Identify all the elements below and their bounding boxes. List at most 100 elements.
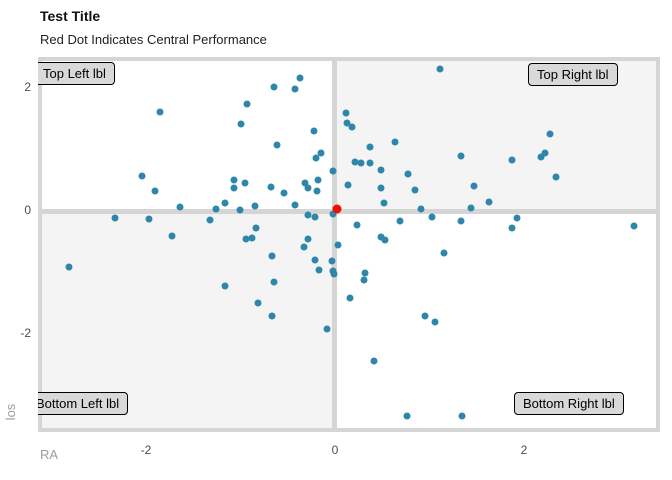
- quadrant-label-top-left: Top Left lbl: [38, 62, 115, 85]
- scatter-point: [344, 181, 352, 189]
- scatter-point: [546, 130, 554, 138]
- scatter-point: [176, 203, 184, 211]
- scatter-point: [508, 156, 516, 164]
- scatter-point: [346, 294, 354, 302]
- scatter-point: [230, 176, 238, 184]
- scatter-point: [377, 184, 385, 192]
- scatter-point: [357, 159, 365, 167]
- scatter-point: [334, 241, 342, 249]
- scatter-point: [296, 74, 304, 82]
- scatter-point: [428, 213, 436, 221]
- y-tick-label: 2: [24, 80, 31, 94]
- scatter-point: [457, 217, 465, 225]
- scatter-point: [381, 236, 389, 244]
- scatter-point: [513, 214, 521, 222]
- scatter-point: [391, 138, 399, 146]
- scatter-point: [243, 100, 251, 108]
- scatter-point: [315, 266, 323, 274]
- y-tick-label: -2: [20, 326, 31, 340]
- scatter-point: [237, 120, 245, 128]
- scatter-point: [351, 158, 359, 166]
- scatter-point: [541, 149, 549, 157]
- scatter-point: [314, 176, 322, 184]
- y-axis-title: los: [3, 403, 18, 421]
- scatter-point: [431, 318, 439, 326]
- scatter-point: [156, 108, 164, 116]
- scatter-point: [304, 184, 312, 192]
- scatter-point: [301, 179, 309, 187]
- scatter-point: [366, 143, 374, 151]
- scatter-point: [360, 276, 368, 284]
- scatter-point: [270, 83, 278, 91]
- scatter-point: [168, 232, 176, 240]
- scatter-point: [470, 182, 478, 190]
- chart-subtitle: Red Dot Indicates Central Performance: [40, 32, 267, 47]
- scatter-point: [280, 189, 288, 197]
- panel-border-bottom: [38, 428, 660, 432]
- quadrant-label-top-right: Top Right lbl: [528, 63, 618, 86]
- scatter-point: [457, 152, 465, 160]
- scatter-point: [328, 257, 336, 265]
- scatter-point: [241, 179, 249, 187]
- scatter-point: [436, 65, 444, 73]
- scatter-point: [151, 187, 159, 195]
- scatter-point: [370, 357, 378, 365]
- scatter-point: [251, 202, 259, 210]
- scatter-point: [310, 127, 318, 135]
- scatter-point: [323, 325, 331, 333]
- scatter-point: [212, 205, 220, 213]
- scatter-point: [236, 206, 244, 214]
- scatter-point: [267, 183, 275, 191]
- scatter-point: [304, 235, 312, 243]
- scatter-point: [348, 123, 356, 131]
- scatter-point: [458, 412, 466, 420]
- x-tick-label: 0: [331, 443, 339, 457]
- scatter-point: [291, 201, 299, 209]
- scatter-point: [380, 199, 388, 207]
- scatter-point: [313, 187, 321, 195]
- scatter-point: [485, 198, 493, 206]
- scatter-point: [630, 222, 638, 230]
- scatter-point: [300, 243, 308, 251]
- x-axis-title: RA: [40, 447, 59, 462]
- scatter-point: [329, 167, 337, 175]
- zero-horizontal-line: [38, 209, 660, 214]
- x-tick-label: 2: [520, 443, 528, 457]
- scatter-point: [254, 299, 262, 307]
- scatter-point: [145, 215, 153, 223]
- scatter-point: [508, 224, 516, 232]
- chart-title: Test Title: [40, 8, 101, 24]
- scatter-point: [206, 216, 214, 224]
- scatter-point: [248, 234, 256, 242]
- scatter-point: [330, 270, 338, 278]
- scatter-point: [343, 119, 351, 127]
- central-point: [332, 204, 342, 214]
- scatter-point: [65, 263, 73, 271]
- scatter-point: [311, 213, 319, 221]
- scatter-point: [273, 141, 281, 149]
- scatter-point: [537, 153, 545, 161]
- scatter-point: [111, 214, 119, 222]
- scatter-point: [329, 210, 337, 218]
- scatter-point: [366, 159, 374, 167]
- scatter-point: [361, 269, 369, 277]
- quadrant-label-bottom-left: Bottom Left lbl: [38, 392, 129, 415]
- scatter-point: [353, 221, 361, 229]
- scatter-point: [421, 312, 429, 320]
- scatter-point: [242, 235, 250, 243]
- scatter-point: [252, 224, 260, 232]
- scatter-point: [377, 166, 385, 174]
- x-tick-label: -2: [140, 443, 152, 457]
- scatter-point: [403, 412, 411, 420]
- scatter-point: [552, 173, 560, 181]
- scatter-point: [268, 312, 276, 320]
- scatter-point: [317, 149, 325, 157]
- scatter-point: [377, 233, 385, 241]
- scatter-point: [411, 186, 419, 194]
- scatter-point: [221, 199, 229, 207]
- scatter-point: [440, 249, 448, 257]
- panel-border-top: [38, 57, 660, 61]
- scatter-point: [221, 282, 229, 290]
- scatter-point: [230, 184, 238, 192]
- scatter-point: [467, 204, 475, 212]
